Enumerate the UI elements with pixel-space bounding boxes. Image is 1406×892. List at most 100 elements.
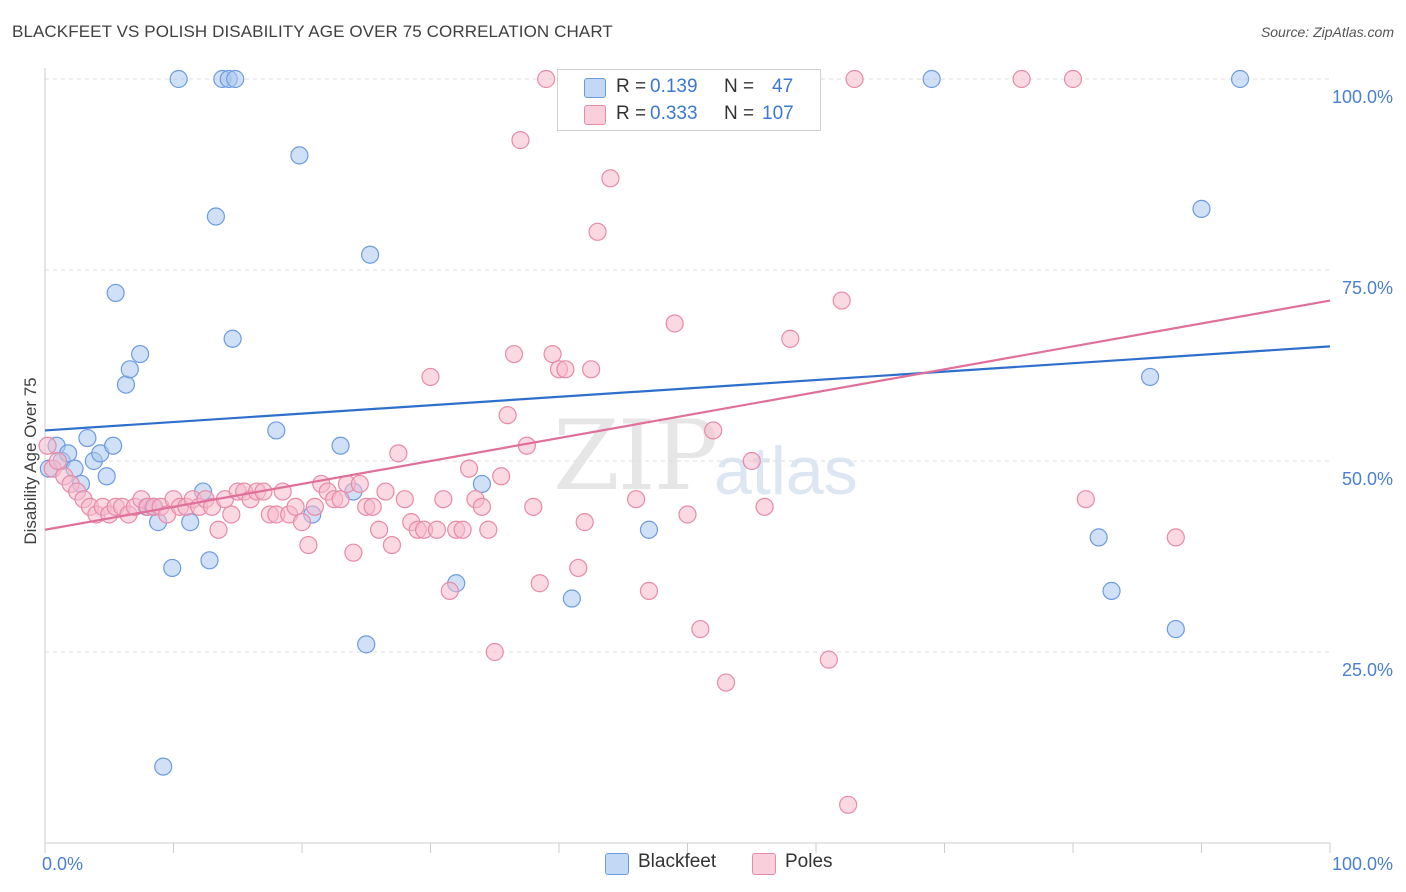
- trend-line-blackfeet: [44, 345, 1331, 432]
- poles-point: [781, 329, 800, 348]
- blackfeet-point: [922, 69, 941, 89]
- poles-point: [395, 490, 414, 509]
- poles-point: [704, 421, 723, 440]
- blackfeet-point: [361, 245, 380, 264]
- blackfeet-point: [104, 436, 123, 455]
- poles-point: [389, 444, 408, 463]
- blackfeet-point: [1102, 581, 1121, 600]
- poles-point: [434, 490, 453, 509]
- poles-point: [819, 650, 838, 669]
- y-tick-label: 75.0%: [1342, 278, 1393, 298]
- watermark-atlas: atlas: [714, 433, 858, 509]
- poles-point: [498, 406, 517, 425]
- poles-point: [511, 131, 530, 150]
- legend-r-value: 0.139: [650, 76, 698, 97]
- source-credit: Source: ZipAtlas.com: [1260, 24, 1394, 40]
- poles-point: [556, 360, 575, 379]
- blackfeet-point: [78, 428, 97, 448]
- poles-point: [305, 497, 324, 516]
- poles-point: [299, 535, 318, 555]
- x-tick-label-min: 0.0%: [42, 854, 83, 874]
- poles-point: [755, 497, 774, 516]
- poles-point: [440, 581, 459, 600]
- poles-point: [504, 344, 524, 364]
- poles-point: [742, 451, 761, 471]
- blackfeet-point: [226, 69, 245, 89]
- blackfeet-point: [1140, 367, 1160, 387]
- blackfeet-point: [1230, 69, 1250, 89]
- poles-point: [485, 642, 504, 662]
- blackfeet-swatch: [584, 78, 606, 98]
- poles-point: [1166, 528, 1185, 547]
- poles-point: [344, 543, 363, 562]
- blackfeet-point: [116, 375, 136, 394]
- poles-point: [1076, 490, 1095, 509]
- legend-r-label: R =: [616, 76, 647, 97]
- poles-point: [286, 497, 305, 516]
- poles-point: [459, 459, 479, 478]
- poles-point: [209, 520, 228, 539]
- poles-legend-swatch: [752, 853, 776, 875]
- legend-n-value: 107: [762, 103, 794, 124]
- blackfeet-point: [163, 558, 182, 578]
- blackfeet-point: [357, 635, 376, 654]
- poles-point: [376, 482, 395, 501]
- poles-point: [1063, 69, 1083, 89]
- poles-point: [382, 535, 402, 555]
- blackfeet-point: [106, 283, 125, 303]
- poles-point: [575, 513, 594, 532]
- blackfeet-point: [97, 467, 116, 486]
- poles-point: [370, 520, 389, 539]
- y-tick-label: 25.0%: [1342, 660, 1393, 680]
- poles-point: [543, 344, 562, 364]
- poles-point: [48, 451, 67, 471]
- y-tick-label: 100.0%: [1332, 87, 1393, 107]
- blackfeet-point: [130, 344, 150, 364]
- y-axis-title: Disability Age Over 75: [21, 377, 40, 544]
- poles-point: [479, 520, 498, 539]
- poles-point: [492, 467, 511, 486]
- poles-legend-label: Poles: [785, 851, 833, 872]
- blackfeet-point: [120, 360, 139, 379]
- poles-point: [537, 69, 556, 89]
- blackfeet-point: [1166, 619, 1185, 639]
- poles-point: [530, 574, 549, 593]
- poles-point: [678, 505, 697, 524]
- poles-point: [569, 558, 588, 578]
- poles-swatch: [584, 105, 606, 125]
- poles-point: [639, 581, 659, 600]
- legend-n-label: N =: [724, 76, 755, 97]
- poles-point: [716, 673, 736, 692]
- poles-point: [363, 497, 382, 516]
- poles-point: [839, 795, 858, 814]
- blackfeet-legend-label: Blackfeet: [638, 851, 717, 872]
- blackfeet-point: [1192, 199, 1211, 218]
- poles-point: [582, 360, 601, 379]
- poles-point: [453, 520, 472, 539]
- poles-point: [292, 513, 312, 532]
- poles-point: [421, 367, 440, 387]
- series-poles: [38, 69, 1185, 814]
- poles-point: [1012, 69, 1031, 89]
- axes: [44, 68, 1331, 853]
- blackfeet-point: [206, 207, 226, 226]
- blackfeet-point: [290, 146, 309, 165]
- poles-point: [331, 490, 350, 509]
- blackfeet-point: [223, 329, 242, 348]
- legend-n-value: 47: [772, 76, 794, 97]
- poles-point: [588, 222, 607, 241]
- correlation-legend: R = 0.139 N = 47 R = 0.333 N = 107: [557, 69, 821, 131]
- legend-n-label: N =: [724, 103, 755, 124]
- trend-lines: [44, 299, 1331, 531]
- blackfeet-point: [267, 421, 286, 440]
- blackfeet-point: [154, 757, 173, 776]
- trend-line-poles: [44, 299, 1331, 531]
- grid-lines: [45, 78, 1330, 653]
- legend-r-label: R =: [616, 103, 647, 124]
- blackfeet-legend-swatch: [605, 853, 629, 875]
- poles-point: [665, 314, 684, 333]
- poles-point: [350, 474, 369, 494]
- poles-point: [832, 291, 851, 310]
- blackfeet-point: [200, 551, 219, 570]
